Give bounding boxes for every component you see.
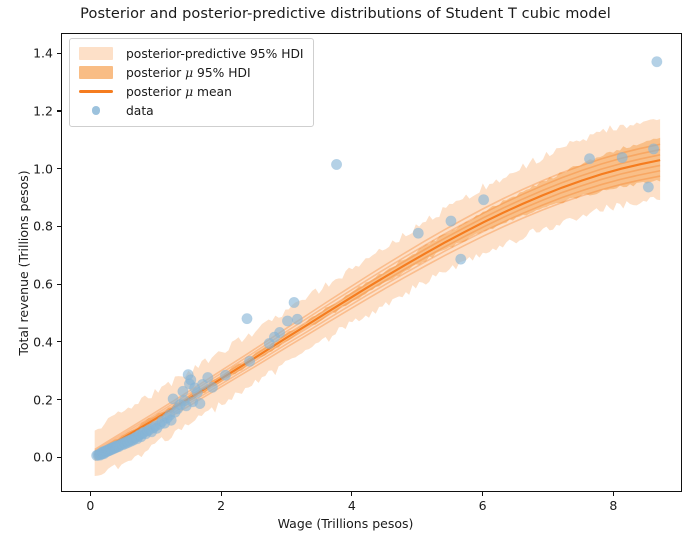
legend-line-swatch: [79, 90, 113, 93]
legend-marker-swatch: [91, 106, 101, 115]
posterior-mu-hdi-band: [94, 137, 661, 459]
y-tick-label: 0.2: [33, 392, 53, 408]
y-tick-label: 1.2: [33, 103, 53, 119]
x-tick-label: 8: [609, 498, 618, 513]
x-axis-label: Wage (Trillions pesos): [277, 516, 414, 531]
legend-label: posterior-predictive 95% HDI: [126, 46, 304, 61]
chart-title: Posterior and posterior-predictive distr…: [80, 6, 611, 22]
y-tick-mark: [57, 168, 61, 170]
y-axis-label: Total revenue (Trillions pesos): [16, 169, 31, 356]
x-tick-mark: [220, 492, 222, 496]
legend-band-swatch: [79, 47, 113, 60]
y-tick-label: 0.6: [33, 276, 53, 292]
y-tick-label: 1.0: [33, 161, 53, 177]
legend-item-0[interactable]: posterior-predictive 95% HDI: [77, 44, 304, 63]
legend-swatch: [77, 66, 115, 80]
legend-label: posterior μ 95% HDI: [126, 65, 251, 80]
y-tick-label: 0.8: [33, 218, 53, 234]
legend: posterior-predictive 95% HDI posterior μ …: [69, 38, 314, 127]
x-tick-mark: [89, 492, 91, 496]
legend-band-swatch: [79, 66, 113, 79]
plot-svg: [91, 56, 663, 477]
legend-item-3[interactable]: data: [77, 101, 304, 120]
y-tick-mark: [57, 341, 61, 343]
x-tick-label: 2: [217, 498, 226, 513]
x-tick-label: 0: [86, 498, 95, 513]
x-tick-label: 4: [347, 498, 356, 513]
y-tick-mark: [57, 52, 61, 54]
plot-area: [61, 33, 682, 492]
legend-item-2[interactable]: posterior μ mean: [77, 82, 304, 101]
y-tick-mark: [57, 283, 61, 285]
y-tick-label: 0.4: [33, 334, 53, 350]
x-tick-label: 6: [478, 498, 487, 513]
legend-swatch: [77, 85, 115, 99]
legend-swatch: [77, 104, 115, 118]
data-points: [91, 56, 663, 461]
x-tick-mark: [351, 492, 353, 496]
x-tick-mark: [612, 492, 614, 496]
y-tick-label: 0.0: [33, 449, 53, 465]
legend-label: posterior μ mean: [126, 84, 232, 99]
legend-label: data: [126, 103, 154, 118]
y-tick-mark: [57, 399, 61, 401]
y-tick-mark: [57, 456, 61, 458]
y-tick-mark: [57, 225, 61, 227]
legend-item-1[interactable]: posterior μ 95% HDI: [77, 63, 304, 82]
legend-swatch: [77, 47, 115, 61]
x-tick-mark: [482, 492, 484, 496]
y-tick-mark: [57, 110, 61, 112]
y-tick-label: 1.4: [33, 45, 53, 61]
